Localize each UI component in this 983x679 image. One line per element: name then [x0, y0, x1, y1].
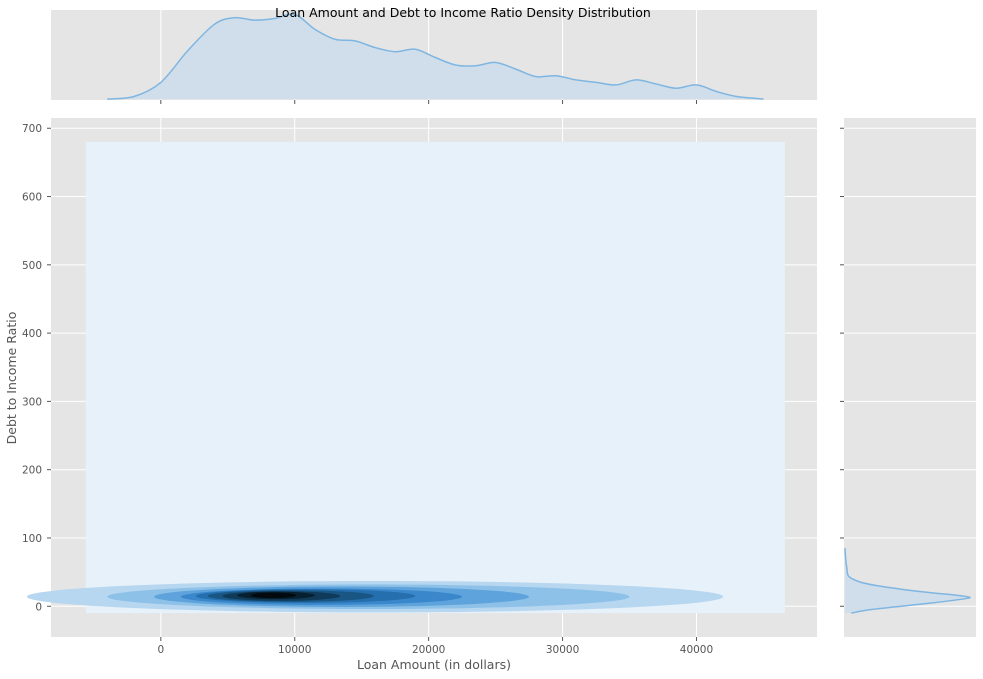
y-tick-label: 500 [22, 260, 42, 272]
y-tick-label: 700 [22, 123, 42, 135]
chart-title: Loan Amount and Debt to Income Ratio Den… [275, 5, 651, 20]
y-axis-label: Debt to Income Ratio [4, 312, 19, 445]
x-tick-label: 10000 [278, 644, 311, 656]
marginal-y-density-line [844, 548, 971, 614]
marginal-y-panel [844, 118, 976, 637]
marginal-x-panel [51, 10, 817, 100]
x-axis-label: Loan Amount (in dollars) [357, 657, 511, 672]
y-tick-label: 0 [35, 601, 42, 613]
x-tick-label: 0 [157, 644, 164, 656]
y-tick-label: 200 [22, 465, 42, 477]
density-region-lowest [85, 141, 785, 614]
joint-density-panel [26, 118, 817, 637]
marginal-x-density-fill [107, 13, 764, 99]
y-tick-label: 600 [22, 192, 42, 204]
y-tick-label: 100 [22, 533, 42, 545]
density-contour-level-9 [250, 592, 297, 599]
y-tick-label: 400 [22, 328, 42, 340]
x-tick-label: 30000 [546, 644, 579, 656]
marginal-x-density-line [107, 13, 764, 100]
axis-ticks: 0 10000 20000 30000 40000 0 100 200 300 400 500 600… [22, 100, 844, 656]
x-tick-label: 40000 [680, 644, 713, 656]
y-tick-label: 300 [22, 396, 42, 408]
marginal-y-density-fill [845, 548, 971, 614]
x-tick-label: 20000 [412, 644, 445, 656]
marginal-y-background [844, 118, 976, 637]
